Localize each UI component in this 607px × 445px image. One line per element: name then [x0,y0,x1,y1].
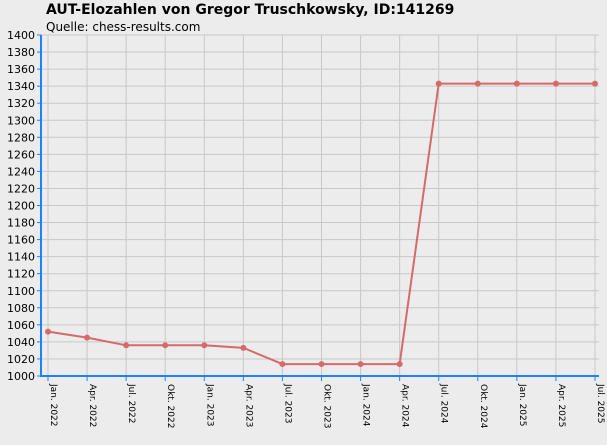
y-tick-label: 1060 [7,319,35,332]
x-tick-label: Okt. 2023 [322,384,332,428]
data-point [162,342,169,349]
data-point [396,361,403,368]
y-tick-label: 1320 [7,97,35,110]
y-tick-label: 1160 [7,234,35,247]
y-tick-label: 1020 [7,353,35,366]
data-point [201,342,208,349]
y-tick-label: 1180 [7,217,35,230]
data-point [45,328,51,335]
x-tick-label: Okt. 2024 [478,384,488,429]
y-tick-label: 1340 [7,80,35,93]
data-point [318,361,325,368]
x-tick-label: Apr. 2023 [243,384,253,427]
x-tick-label: Jul. 2024 [439,383,449,424]
data-point [279,361,286,368]
y-tick-label: 1100 [7,285,35,298]
y-tick-label: 1140 [7,251,35,264]
y-tick-label: 1280 [7,131,35,144]
data-point [552,80,559,87]
y-tick-label: 1400 [7,29,35,42]
data-point [474,80,481,87]
data-point [435,80,442,87]
x-tick-label: Jul. 2023 [282,383,292,424]
x-tick-label: Apr. 2025 [556,384,566,427]
y-tick-label: 1240 [7,165,35,178]
y-tick-label: 1200 [7,200,35,213]
x-tick-label: Jan. 2025 [517,383,527,427]
x-tick-label: Jan. 2023 [204,383,214,427]
y-tick-label: 1220 [7,182,35,195]
x-tick-label: Jul. 2022 [126,383,136,424]
y-tick-label: 1120 [7,268,35,281]
y-tick-label: 1260 [7,148,35,161]
data-point [592,80,598,87]
y-tick-label: 1380 [7,46,35,59]
x-tick-label: Apr. 2024 [400,384,410,428]
data-point [513,80,520,87]
x-tick-label: Okt. 2022 [165,384,175,428]
x-tick-label: Jan. 2024 [361,383,371,427]
y-tick-label: 1300 [7,114,35,127]
x-tick-label: Apr. 2022 [87,384,97,427]
chart-title: AUT-Elozahlen von Gregor Truschkowsky, I… [46,2,455,18]
data-point [357,361,364,368]
chart-subtitle: Quelle: chess-results.com [46,20,201,34]
x-tick-label: Jan. 2022 [48,383,58,427]
y-tick-label: 1000 [7,370,35,383]
data-point [240,344,247,351]
y-tick-label: 1080 [7,302,35,315]
data-point [84,334,91,341]
y-tick-label: 1360 [7,63,35,76]
data-point [123,342,130,349]
x-tick-label: Jul. 2025 [595,383,605,424]
y-tick-label: 1040 [7,336,35,349]
